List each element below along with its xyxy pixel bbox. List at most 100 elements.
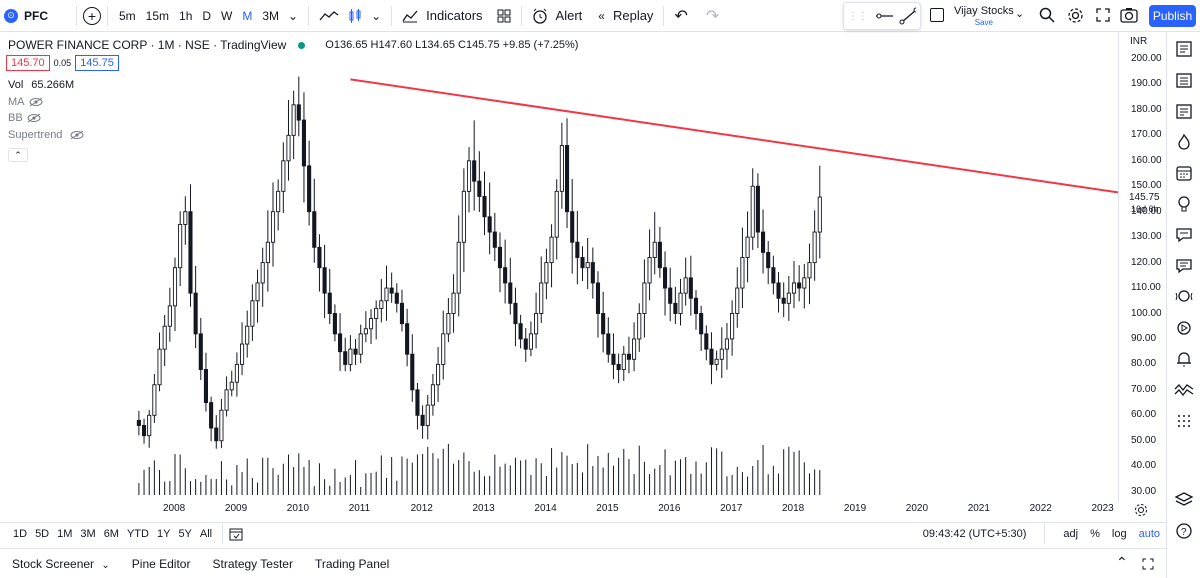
replay-icon[interactable]: « <box>598 8 605 23</box>
undo-icon[interactable]: ↶ <box>674 7 688 25</box>
ideas-lightbulb-icon[interactable] <box>1173 193 1195 215</box>
range-ytd[interactable]: YTD <box>126 527 149 540</box>
bid-price[interactable]: 145.70 <box>6 55 50 71</box>
indicator-bb[interactable]: BB <box>8 112 41 124</box>
clock-time[interactable]: 09:43:42 (UTC+5:30) <box>922 527 1027 540</box>
dom-dots-icon[interactable] <box>1173 410 1195 432</box>
ask-price[interactable]: 145.75 <box>75 55 119 71</box>
timeframe-w[interactable]: W <box>221 8 233 23</box>
percent-toggle[interactable]: % <box>1090 527 1100 540</box>
settings-gear-icon[interactable] <box>1067 7 1084 24</box>
range-3m[interactable]: 3M <box>80 527 96 540</box>
compare-symbol-icon[interactable]: + <box>83 6 101 25</box>
timeframe-dropdown-icon[interactable]: ⌄ <box>288 8 299 23</box>
candle-body <box>730 313 735 340</box>
symbol-search[interactable]: PFC <box>24 8 48 23</box>
hotlists-fire-icon[interactable] <box>1173 131 1195 153</box>
pulse-wave-icon[interactable] <box>1173 379 1195 401</box>
tab-pine-editor[interactable]: Pine Editor <box>131 556 191 571</box>
indicators-icon[interactable] <box>398 9 422 23</box>
chart-type-line-icon[interactable] <box>315 9 343 23</box>
collapse-legend-chevron-icon[interactable]: ⌃ <box>8 148 28 162</box>
publish-button[interactable]: Publish <box>1149 5 1196 27</box>
indicator-ma[interactable]: MA <box>8 96 43 108</box>
candle-body <box>626 353 631 360</box>
range-1d[interactable]: 1D <box>13 527 28 540</box>
data-window-icon[interactable] <box>1173 100 1195 122</box>
hidden-eye-icon[interactable] <box>29 97 43 107</box>
tab-trading-panel[interactable]: Trading Panel <box>314 556 390 571</box>
chats-icon[interactable] <box>1173 255 1195 277</box>
indicators-button[interactable]: Indicators <box>426 8 483 23</box>
price-chart[interactable] <box>0 32 1118 502</box>
alert-clock-icon[interactable] <box>528 8 552 24</box>
range-5d[interactable]: 5D <box>35 527 50 540</box>
range-6m[interactable]: 6M <box>103 527 119 540</box>
timeframe-d[interactable]: D <box>202 8 212 23</box>
alert-button[interactable]: Alert <box>555 8 583 23</box>
ideas-stream-icon[interactable] <box>1173 286 1195 308</box>
timeframe-3m[interactable]: 3M <box>262 8 280 23</box>
streams-play-icon[interactable] <box>1173 317 1195 339</box>
chevron-down-icon[interactable]: ⌄ <box>101 559 110 571</box>
go-to-date-icon[interactable] <box>229 527 243 541</box>
maximize-panel-icon[interactable] <box>1142 558 1154 570</box>
volume-legend[interactable]: Vol 65.266M <box>8 79 74 91</box>
redo-icon[interactable]: ↷ <box>705 7 720 25</box>
layout-dropdown-icon[interactable]: ⌄ <box>1015 8 1025 20</box>
symbol-logo-icon: ⊙ <box>4 8 18 23</box>
templates-icon[interactable] <box>493 9 515 23</box>
candle-body <box>554 190 559 238</box>
timeframe-m[interactable]: M <box>242 8 253 23</box>
save-label[interactable]: Save <box>974 18 993 27</box>
log-toggle[interactable]: log <box>1111 527 1127 540</box>
series-title[interactable]: POWER FINANCE CORP · 1M · NSE · TradingV… <box>8 38 287 52</box>
timeframe-5m[interactable]: 5m <box>119 8 136 23</box>
calendar-icon[interactable] <box>1173 162 1195 184</box>
layers-icon[interactable] <box>1173 489 1195 511</box>
search-icon[interactable] <box>1039 7 1055 23</box>
drag-handle-icon[interactable]: ⋮⋮ <box>848 10 868 22</box>
hidden-eye-icon[interactable] <box>27 113 41 123</box>
candle-body <box>322 267 327 294</box>
auto-scale-toggle[interactable]: auto <box>1138 527 1160 540</box>
fullscreen-icon[interactable] <box>1096 8 1110 22</box>
chart-type-candles-icon[interactable] <box>343 8 367 24</box>
range-all[interactable]: All <box>199 527 213 540</box>
range-5y[interactable]: 5Y <box>178 527 192 540</box>
hidden-eye-icon[interactable] <box>70 130 84 140</box>
chart-settings-gear-icon[interactable] <box>1134 503 1148 517</box>
currency-selector[interactable]: INR <box>1130 36 1148 47</box>
timeframe-15m[interactable]: 15m <box>145 8 170 23</box>
layout-square-icon[interactable] <box>930 8 944 22</box>
indicator-supertrend[interactable]: Supertrend <box>8 129 84 141</box>
range-1y[interactable]: 1Y <box>156 527 171 540</box>
tab-stock-screener[interactable]: Stock Screener ⌄ <box>0 557 121 571</box>
tab-strategy-tester[interactable]: Strategy Tester <box>212 556 293 571</box>
chart-type-dropdown-icon[interactable]: ⌄ <box>371 8 382 23</box>
candle-body <box>595 282 601 314</box>
chat-icon[interactable] <box>1173 224 1195 246</box>
candle-body <box>668 287 673 304</box>
range-1m[interactable]: 1M <box>57 527 73 540</box>
replay-button[interactable]: Replay <box>612 8 654 23</box>
alerts-list-icon[interactable] <box>1173 69 1195 91</box>
collapse-panel-chevron-icon[interactable]: ⌃ <box>1116 554 1128 570</box>
candle-body <box>162 325 167 350</box>
candle-body <box>472 160 477 182</box>
camera-snapshot-icon[interactable] <box>1120 7 1138 23</box>
layout-name[interactable]: Vijay Stocks Save <box>954 6 1014 28</box>
help-question-icon[interactable]: ? <box>1173 520 1195 542</box>
watchlist-icon[interactable] <box>1173 38 1195 60</box>
divider <box>1044 523 1046 544</box>
timeframe-1h[interactable]: 1h <box>179 8 193 23</box>
notifications-bell-icon[interactable] <box>1173 348 1195 370</box>
price-axis[interactable] <box>1118 32 1166 502</box>
adjust-toggle[interactable]: adj <box>1063 527 1079 540</box>
candle-body <box>549 236 554 264</box>
horizontal-ray-icon[interactable] <box>874 11 893 21</box>
candle-body <box>209 402 214 429</box>
candle-body <box>291 104 296 136</box>
trend-line-icon[interactable] <box>899 7 916 25</box>
candle-body <box>807 262 812 279</box>
